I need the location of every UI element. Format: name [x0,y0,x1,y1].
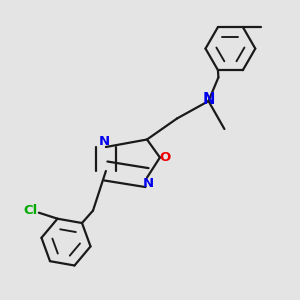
Text: Cl: Cl [23,204,38,217]
Text: O: O [160,151,171,164]
Text: N: N [202,92,215,107]
Text: N: N [143,177,154,190]
Text: N: N [99,135,110,148]
